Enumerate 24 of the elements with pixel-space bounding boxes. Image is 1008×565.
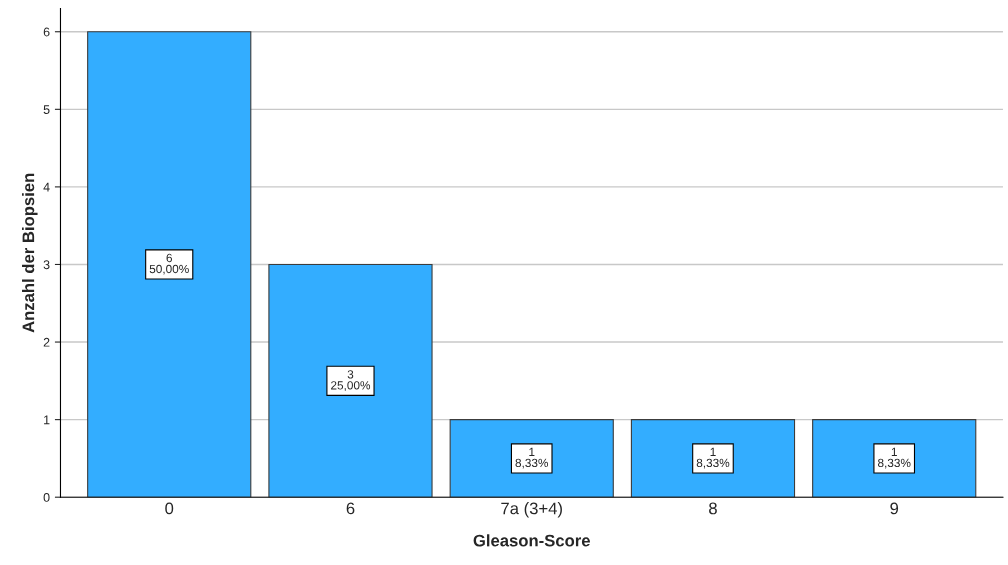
bar — [449, 419, 614, 498]
data-label: 1 8,33% — [515, 447, 549, 469]
bar — [630, 419, 796, 498]
bar — [87, 31, 252, 498]
bar — [812, 419, 977, 498]
y-tick-label: 6 — [43, 27, 50, 37]
data-label: 6 50,00% — [149, 253, 189, 275]
x-tick-label: 9 — [890, 502, 899, 515]
y-axis-title: Anzahl der Biopsien — [22, 173, 38, 333]
x-tick-label: 8 — [709, 502, 717, 515]
x-tick-label: 6 — [346, 502, 355, 515]
x-tick-label: 0 — [165, 502, 174, 515]
bar — [268, 263, 433, 498]
data-label: 1 8,33% — [696, 447, 730, 469]
y-tick-label: 2 — [43, 337, 50, 347]
y-tick-label: 0 — [43, 493, 50, 502]
y-tick-label: 4 — [43, 182, 50, 192]
y-tick-label: 1 — [44, 415, 50, 425]
data-label: 1 8,33% — [877, 447, 911, 469]
x-tick-label: 7a (3+4) — [501, 502, 562, 518]
y-tick-label: 5 — [43, 105, 50, 114]
y-tick-label: 3 — [43, 260, 50, 270]
x-axis-title: Gleason-Score — [473, 534, 590, 547]
data-label: 3 25,00% — [331, 370, 371, 391]
